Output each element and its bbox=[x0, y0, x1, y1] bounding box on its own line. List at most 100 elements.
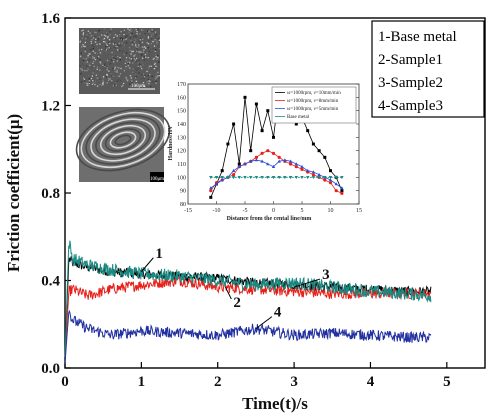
annotation-leader bbox=[293, 278, 321, 288]
y-tick-label: 1.2 bbox=[41, 99, 60, 115]
texture-dot bbox=[101, 48, 103, 51]
texture-dot bbox=[137, 66, 139, 68]
texture-dot bbox=[153, 65, 155, 67]
texture-dot bbox=[86, 61, 88, 63]
texture-dot bbox=[154, 31, 157, 33]
texture-dot bbox=[119, 45, 121, 47]
texture-dot bbox=[138, 72, 140, 74]
texture-dot bbox=[132, 68, 134, 70]
texture-dot bbox=[96, 52, 98, 54]
texture-dot bbox=[127, 61, 129, 63]
texture-dot bbox=[108, 41, 110, 44]
texture-dot bbox=[83, 58, 85, 60]
texture-dot bbox=[133, 60, 135, 62]
y-axis-title: Friction coefficient(μ) bbox=[4, 114, 23, 272]
texture-dot bbox=[150, 78, 152, 80]
inset-point bbox=[249, 149, 253, 153]
texture-dot bbox=[123, 29, 126, 31]
texture-dot bbox=[130, 85, 132, 87]
inset-x-tick-label: 15 bbox=[356, 208, 362, 214]
texture-dot bbox=[131, 55, 134, 57]
texture-dot bbox=[105, 46, 107, 48]
inset-point bbox=[209, 176, 213, 180]
texture-dot bbox=[131, 51, 133, 53]
texture-dot bbox=[132, 44, 134, 46]
texture-dot bbox=[145, 47, 147, 49]
texture-dot bbox=[96, 85, 99, 87]
inset-point bbox=[260, 159, 264, 163]
texture-dot bbox=[132, 84, 134, 86]
texture-dot bbox=[136, 48, 138, 50]
texture-dot bbox=[130, 28, 132, 31]
texture-dot bbox=[139, 63, 141, 65]
annotation-label: 4 bbox=[274, 305, 282, 321]
texture-dot bbox=[133, 58, 135, 60]
texture-dot bbox=[119, 49, 121, 52]
texture-dot bbox=[144, 33, 146, 35]
texture-dot bbox=[157, 38, 159, 40]
texture-dot bbox=[102, 64, 104, 66]
texture-dot bbox=[108, 41, 110, 43]
texture-dot bbox=[124, 35, 126, 37]
micrograph-bottom-scale-label: 100μm bbox=[150, 177, 164, 182]
texture-dot bbox=[94, 61, 96, 63]
inset-point bbox=[294, 165, 298, 169]
texture-dot bbox=[132, 62, 134, 64]
texture-dot bbox=[125, 29, 127, 31]
texture-dot bbox=[148, 70, 150, 72]
texture-dot bbox=[83, 35, 85, 37]
texture-dot bbox=[109, 31, 111, 33]
texture-dot bbox=[133, 81, 135, 84]
texture-dot bbox=[130, 77, 132, 79]
annotation-leader bbox=[255, 316, 273, 330]
texture-dot bbox=[123, 39, 125, 41]
inset-x-tick-label: 10 bbox=[328, 208, 334, 214]
texture-dot bbox=[110, 28, 112, 30]
texture-dot bbox=[92, 82, 95, 84]
texture-dot bbox=[82, 44, 84, 46]
texture-dot bbox=[91, 83, 94, 85]
texture-dot bbox=[131, 81, 133, 84]
x-axis-ticks: 0 1 2 3 4 5 bbox=[61, 362, 451, 390]
texture-dot bbox=[128, 29, 131, 31]
texture-dot bbox=[120, 67, 122, 70]
texture-dot bbox=[137, 83, 139, 85]
texture-dot bbox=[127, 28, 129, 30]
texture-dot bbox=[131, 54, 133, 56]
texture-dot bbox=[99, 62, 102, 64]
inset-point bbox=[294, 122, 298, 126]
texture-dot bbox=[112, 57, 114, 59]
texture-dot bbox=[148, 29, 150, 32]
texture-dot bbox=[106, 82, 108, 84]
texture-dot bbox=[123, 53, 125, 56]
texture-dot bbox=[92, 60, 95, 63]
inset-point bbox=[334, 176, 338, 180]
inset-y-tick-label: 100 bbox=[177, 175, 186, 181]
inset-point bbox=[340, 186, 344, 190]
texture-dot bbox=[104, 64, 106, 66]
texture-dot bbox=[125, 38, 127, 40]
texture-dot bbox=[101, 83, 104, 85]
texture-dot bbox=[116, 66, 118, 69]
texture-dot bbox=[149, 73, 151, 76]
texture-dot bbox=[122, 84, 124, 86]
texture-dot bbox=[143, 56, 146, 58]
texture-dot bbox=[90, 42, 93, 45]
x-tick-label: 2 bbox=[214, 374, 222, 390]
texture-dot bbox=[131, 71, 134, 73]
texture-dot bbox=[96, 58, 98, 60]
inset-point bbox=[277, 176, 281, 180]
texture-dot bbox=[87, 30, 89, 32]
texture-dot bbox=[137, 28, 139, 30]
texture-dot bbox=[136, 69, 138, 71]
texture-dot bbox=[155, 56, 157, 58]
texture-dot bbox=[115, 58, 117, 60]
texture-dot bbox=[151, 38, 153, 40]
texture-dot bbox=[142, 46, 144, 48]
y-tick-label: 1.6 bbox=[41, 11, 60, 27]
inset-point bbox=[214, 176, 219, 180]
texture-dot bbox=[148, 31, 150, 33]
texture-dot bbox=[148, 51, 150, 53]
texture-dot bbox=[136, 31, 138, 33]
texture-dot bbox=[108, 79, 110, 81]
